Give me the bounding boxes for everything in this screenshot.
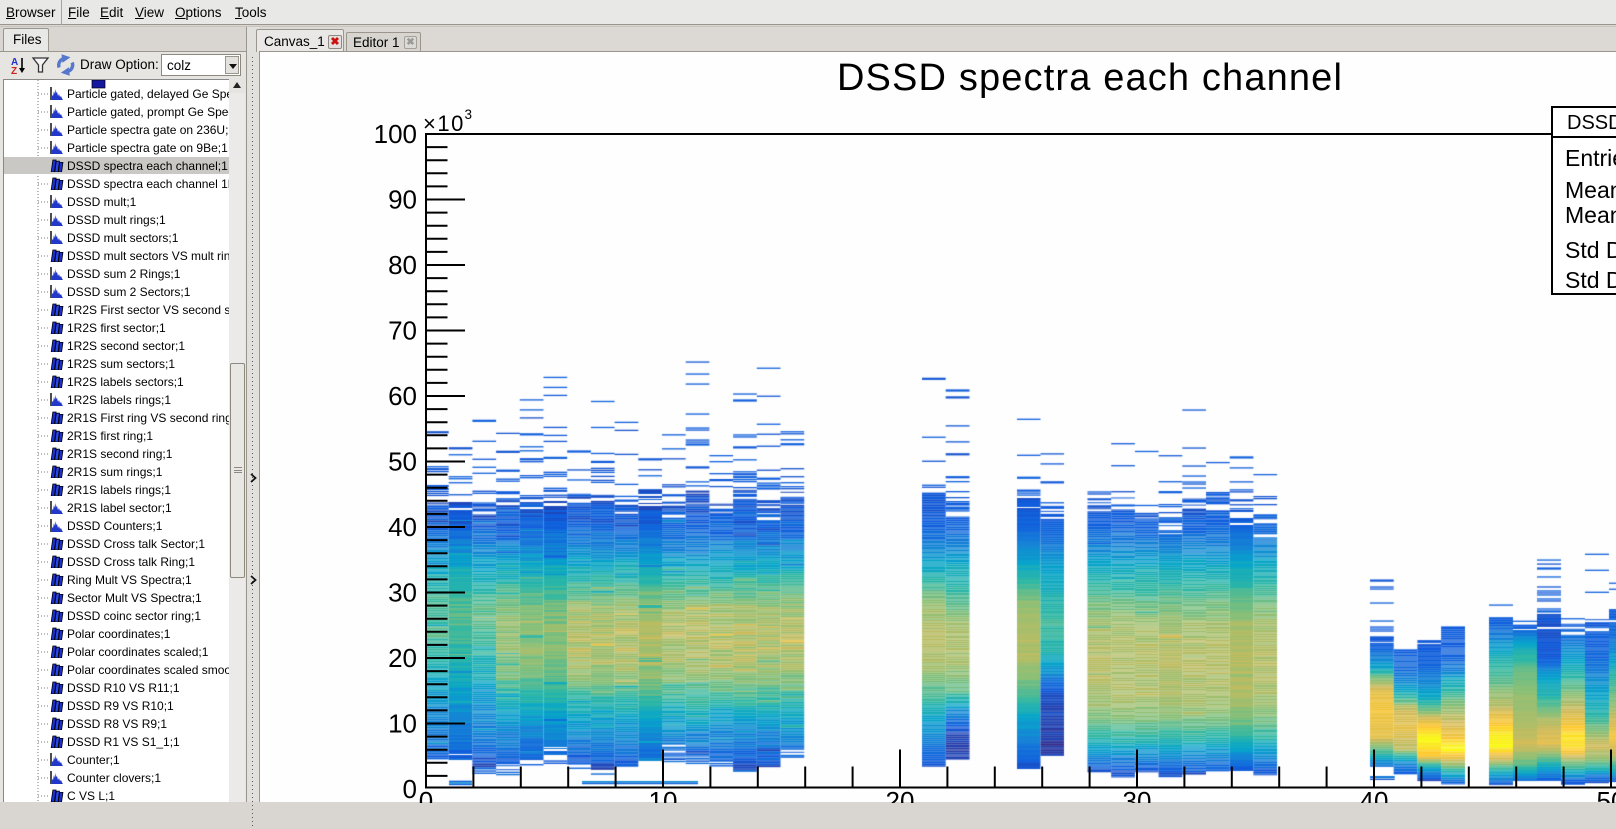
svg-text:40: 40 [1360,786,1389,803]
svg-text:70: 70 [388,316,417,346]
svg-text:30: 30 [388,578,417,608]
svg-text:10: 10 [388,709,417,739]
svg-text:Z: Z [11,66,17,77]
svg-text:10: 10 [649,786,678,803]
svg-text:80: 80 [388,250,417,280]
svg-text:20: 20 [886,786,915,803]
svg-text:0: 0 [403,774,417,803]
svg-text:30: 30 [1123,786,1152,803]
svg-text:20: 20 [388,643,417,673]
svg-text:3: 3 [465,107,473,122]
svg-text:60: 60 [388,381,417,411]
svg-text:A: A [11,57,18,68]
svg-text:100: 100 [374,119,417,149]
svg-text:×10: ×10 [423,111,465,136]
svg-text:0: 0 [419,786,433,803]
svg-text:40: 40 [388,512,417,542]
svg-text:50: 50 [388,447,417,477]
svg-text:50: 50 [1597,786,1616,803]
svg-text:90: 90 [388,185,417,215]
